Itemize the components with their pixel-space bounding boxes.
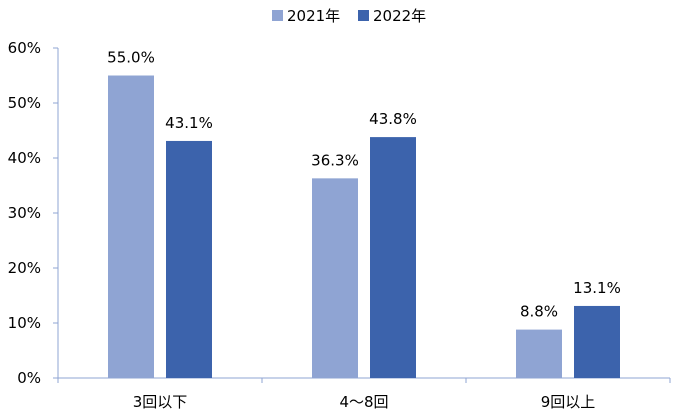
data-label: 55.0% (107, 49, 155, 67)
x-tick-label: 4～8回 (339, 393, 388, 411)
x-tick-label: 3回以下 (133, 393, 188, 411)
data-label: 13.1% (573, 279, 621, 297)
y-tick-label: 50% (8, 94, 41, 112)
x-tick-label: 9回以上 (541, 393, 596, 411)
y-tick-label: 0% (17, 369, 41, 387)
y-tick-label: 60% (8, 39, 41, 57)
bar-2022年-3回以下 (166, 140, 212, 378)
bar-2021年-3回以下 (108, 75, 154, 378)
data-label: 36.3% (311, 151, 359, 169)
data-label: 43.8% (369, 110, 417, 128)
data-label: 43.1% (165, 114, 213, 132)
legend: 2021年 2022年 (272, 7, 426, 25)
data-label: 8.8% (520, 303, 558, 321)
bar-2022年-4～8回 (370, 137, 416, 378)
legend-label-0: 2021年 (287, 7, 340, 25)
y-tick-label: 30% (8, 204, 41, 222)
bar-2021年-9回以上 (516, 329, 562, 378)
y-tick-label: 40% (8, 149, 41, 167)
bars (108, 75, 620, 378)
legend-label-1: 2022年 (373, 7, 426, 25)
legend-swatch-0 (272, 10, 283, 21)
y-axis: 0% 10% 20% 30% 40% 50% 60% (8, 39, 59, 387)
bar-2021年-4～8回 (312, 178, 358, 378)
y-tick-label: 10% (8, 314, 41, 332)
y-tick-label: 20% (8, 259, 41, 277)
data-labels: 55.0% 43.1% 36.3% 43.8% 8.8% 13.1% (107, 49, 621, 321)
legend-swatch-1 (358, 10, 369, 21)
bar-2022年-9回以上 (574, 305, 620, 378)
x-axis: 3回以下 4～8回 9回以上 (57, 377, 671, 411)
